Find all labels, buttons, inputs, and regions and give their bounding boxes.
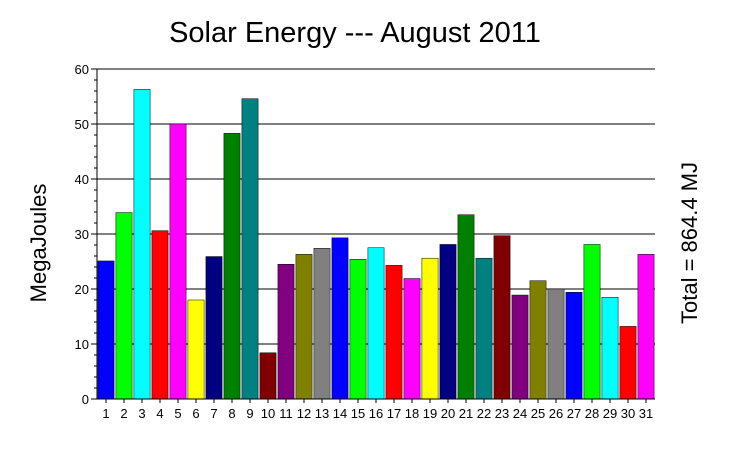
x-tick-label: 18	[405, 406, 419, 421]
bar-day-6	[187, 299, 205, 400]
bar-day-14	[331, 237, 349, 400]
x-tick-label: 30	[621, 406, 635, 421]
bar-day-23	[493, 235, 511, 400]
bar-day-7	[205, 256, 223, 400]
x-tick-label: 14	[333, 406, 347, 421]
x-tick-label: 16	[369, 406, 383, 421]
x-tick-label: 13	[315, 406, 329, 421]
x-tick-label: 20	[441, 406, 455, 421]
x-tick-label: 3	[138, 406, 145, 421]
bar-day-15	[349, 259, 367, 400]
bars-group	[97, 89, 655, 400]
bar-day-20	[439, 244, 457, 400]
x-tick-label: 17	[387, 406, 401, 421]
x-tick-label: 25	[531, 406, 545, 421]
x-tick-label: 10	[261, 406, 275, 421]
x-tick-label: 26	[549, 406, 563, 421]
x-tick-label: 5	[174, 406, 181, 421]
bar-day-24	[511, 294, 529, 400]
bar-day-3	[133, 89, 151, 400]
bar-day-13	[313, 248, 331, 400]
x-tick-label: 11	[279, 406, 293, 421]
x-tick-labels: 1 2 3 4 5 6 7 8 9 10 11 12 13 14 15 16 17 18 19 20 21 22 23 24 2…	[102, 406, 653, 421]
x-tick-label: 23	[495, 406, 509, 421]
bar-day-11	[277, 264, 295, 400]
bar-day-4	[151, 230, 169, 400]
y-tick-label: 0	[82, 392, 89, 407]
x-tick-label: 31	[639, 406, 653, 421]
axes-group	[91, 68, 655, 403]
x-tick-label: 27	[567, 406, 581, 421]
bar-day-29	[601, 297, 619, 400]
y-tick-label: 20	[75, 282, 89, 297]
x-tick-label: 2	[120, 406, 127, 421]
bar-day-8	[223, 133, 241, 400]
x-tick-label: 24	[513, 406, 527, 421]
y-tick-label: 40	[75, 172, 89, 187]
y-tick-label: 30	[75, 227, 89, 242]
bar-day-28	[583, 244, 601, 400]
x-tick-label: 29	[603, 406, 617, 421]
bar-day-2	[115, 212, 133, 400]
chart-title: Solar Energy --- August 2011	[169, 17, 541, 49]
bar-day-26	[547, 288, 565, 400]
x-tick-label: 1	[102, 406, 109, 421]
y-tick-label: 50	[75, 117, 89, 132]
x-tick-label: 12	[297, 406, 311, 421]
bar-day-30	[619, 326, 637, 400]
bar-day-10	[259, 352, 277, 400]
bar-day-27	[565, 292, 583, 400]
y-tick-label: 10	[75, 337, 89, 352]
x-tick-label: 21	[459, 406, 473, 421]
y-tick-label: 60	[75, 62, 89, 77]
total-label: Total = 864.4 MJ	[677, 162, 702, 324]
bar-day-5	[169, 123, 187, 400]
bar-day-17	[385, 265, 403, 400]
bar-day-22	[475, 257, 493, 400]
y-tick-labels: 0 10 20 30 40 50 60	[75, 62, 89, 407]
x-tick-label: 15	[351, 406, 365, 421]
x-tick-label: 8	[228, 406, 235, 421]
bar-day-1	[97, 260, 115, 400]
bar-day-19	[421, 257, 439, 400]
y-axis-label: MegaJoules	[26, 184, 51, 303]
x-tick-label: 9	[246, 406, 253, 421]
x-tick-label: 4	[156, 406, 163, 421]
bar-day-9	[241, 98, 259, 400]
bar-day-25	[529, 280, 547, 400]
bar-day-16	[367, 247, 385, 400]
bar-day-21	[457, 214, 475, 400]
x-tick-label: 19	[423, 406, 437, 421]
x-tick-label: 7	[210, 406, 217, 421]
x-tick-label: 22	[477, 406, 491, 421]
bar-day-31	[637, 254, 655, 400]
x-tick-label: 6	[192, 406, 199, 421]
bar-day-18	[403, 278, 421, 400]
bar-day-12	[295, 254, 313, 400]
x-tick-label: 28	[585, 406, 599, 421]
